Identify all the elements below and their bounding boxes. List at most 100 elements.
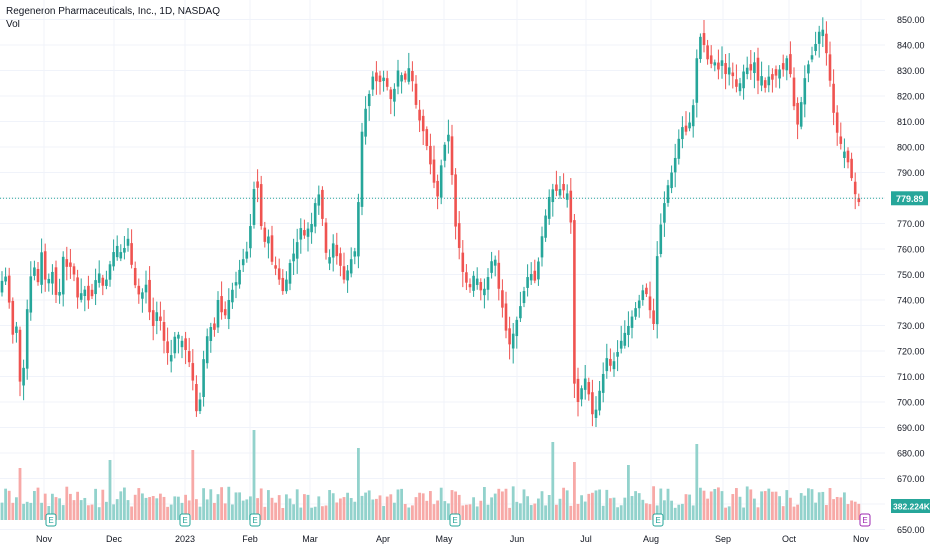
candle-body	[400, 75, 403, 82]
x-tick-label: 2023	[175, 534, 195, 544]
volume-bar	[465, 504, 468, 520]
volume-bar	[814, 502, 817, 520]
volume-bar	[346, 492, 349, 520]
candle-body	[645, 287, 648, 295]
volume-bar	[141, 493, 144, 520]
candle-body	[407, 68, 411, 82]
candle-body	[432, 159, 436, 183]
volume-bar	[306, 494, 310, 520]
candle-body	[594, 409, 598, 418]
x-tick-label: Jul	[580, 534, 592, 544]
volume-bar	[612, 497, 616, 520]
volume-bar	[29, 502, 33, 520]
volume-bar	[112, 504, 115, 520]
y-tick-label: 820.00	[897, 92, 925, 102]
candle-body	[58, 292, 61, 296]
volume-bar	[645, 503, 648, 520]
volume-bar	[828, 488, 832, 520]
candle-body	[270, 235, 274, 262]
candle-body	[25, 309, 29, 369]
candle-body	[457, 223, 461, 248]
candle-body	[540, 236, 544, 258]
volume-bar	[11, 502, 15, 520]
volume-bar	[238, 492, 241, 520]
candle-body	[159, 316, 162, 321]
volume-bar	[169, 504, 173, 520]
volume-bar	[119, 491, 123, 520]
volume-bar	[223, 503, 227, 520]
volume-bar	[69, 493, 72, 520]
volume-bar	[241, 500, 245, 520]
candle-body	[695, 58, 699, 103]
candle-body	[753, 62, 756, 74]
y-tick-label: 670.00	[897, 474, 925, 484]
candle-body	[169, 355, 173, 362]
candle-body	[443, 144, 447, 161]
candle-body	[490, 261, 493, 273]
candle-body	[411, 70, 414, 82]
volume-bar	[40, 502, 43, 520]
volume-bar	[547, 494, 551, 520]
volume-bar	[475, 506, 479, 520]
candle-body	[371, 76, 375, 90]
volume-bar	[220, 487, 223, 520]
volume-bar	[817, 492, 821, 520]
candle-body	[94, 280, 97, 295]
candle-body	[36, 268, 40, 283]
volume-bar	[785, 490, 789, 520]
volume-bar	[249, 496, 252, 520]
volume-bar	[663, 500, 666, 520]
volume-bar	[468, 504, 472, 520]
volume-bar	[490, 497, 493, 520]
candle-body	[792, 77, 796, 107]
volume-bar	[411, 505, 414, 520]
volume-bar	[677, 504, 681, 520]
volume-bar	[634, 491, 637, 520]
earnings-marker: E	[249, 513, 261, 527]
volume-bar	[436, 500, 439, 520]
volume-bar	[375, 498, 378, 520]
candles	[0, 17, 861, 427]
candle-body	[706, 45, 709, 60]
volume-bar	[364, 492, 367, 520]
volume-bar	[65, 486, 69, 520]
earnings-marker-label: E	[252, 516, 257, 525]
candle-body	[223, 309, 227, 316]
volume-bar	[270, 497, 274, 520]
volume-bar	[360, 495, 364, 520]
candle-body	[835, 112, 839, 133]
y-tick-label: 840.00	[897, 41, 925, 51]
candle-body	[292, 253, 295, 262]
volume-bar	[36, 487, 40, 520]
volume-bar	[580, 495, 583, 520]
candle-body	[40, 252, 43, 285]
volume-bar	[61, 505, 65, 520]
volume-bar	[133, 494, 137, 520]
earnings-marker-label: E	[655, 516, 660, 525]
candle-body	[573, 220, 576, 384]
volume-bar	[47, 506, 51, 520]
candle-body	[249, 226, 252, 249]
volume-bar	[781, 506, 785, 520]
volume-bar	[396, 489, 400, 520]
volume-bar	[123, 487, 126, 520]
volume-indicator-label: Vol	[6, 19, 20, 30]
volume-last-label: 382.224K	[893, 502, 931, 512]
volume-bar	[277, 495, 281, 520]
last-price-badge	[891, 191, 928, 206]
grid	[0, 0, 885, 530]
volume-bar	[173, 496, 177, 520]
volume-bar	[227, 486, 231, 520]
volume-bar	[256, 498, 259, 520]
candle-body	[299, 228, 303, 240]
y-tick-label: 750.00	[897, 270, 925, 280]
volume-bar	[853, 501, 857, 520]
volume-bar	[756, 507, 760, 520]
candle-body	[522, 291, 526, 304]
volume-bar	[742, 507, 745, 520]
candle-body	[486, 277, 490, 290]
candle-body	[61, 256, 65, 295]
candle-body	[191, 363, 195, 381]
earnings-marker: E	[859, 513, 871, 527]
